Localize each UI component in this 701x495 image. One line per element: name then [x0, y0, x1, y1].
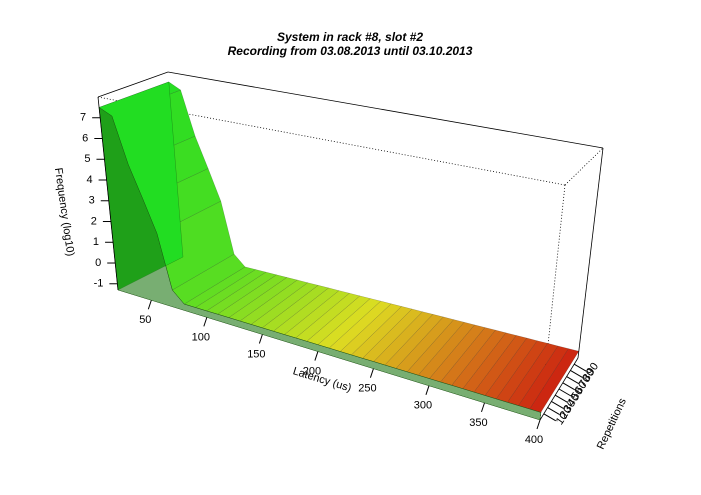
y-tick-label: 40: [565, 392, 582, 409]
y-tick-label: 30: [561, 398, 578, 415]
z-tick-label: 7: [80, 112, 86, 124]
x-tick: [536, 419, 541, 430]
x-tick-label: 50: [139, 314, 151, 326]
x-tick-label: 150: [247, 348, 265, 360]
y-tick: [554, 394, 568, 403]
x-tick: [147, 300, 152, 310]
box-edge: [577, 147, 604, 359]
box-edge: [97, 96, 566, 186]
x-tick-label: 350: [469, 417, 487, 429]
x-tick-label: 400: [525, 434, 543, 446]
x-tick: [425, 385, 430, 395]
z-tick-label: 0: [95, 257, 101, 269]
y-axis-label: Repetitions: [595, 396, 629, 451]
x-tick: [369, 368, 374, 378]
z-tick-label: 2: [91, 215, 97, 227]
z-tick-label: 1: [93, 236, 99, 248]
surface-front: [98, 106, 542, 421]
y-tick: [566, 376, 579, 385]
y-tick-label: 90: [584, 361, 601, 378]
y-tick: [573, 363, 587, 372]
x-tick: [258, 334, 263, 344]
y-tick: [551, 400, 564, 409]
y-tick: [547, 407, 560, 416]
x-tick: [314, 351, 319, 361]
x-axis-label: Latency (us): [291, 365, 352, 394]
y-tick-label: 10: [554, 410, 571, 427]
y-tick-label: 20: [558, 404, 575, 421]
z-tick-label: -1: [94, 278, 104, 290]
box-edge: [97, 96, 119, 291]
chart-title: System in rack #8, slot #2: [277, 30, 423, 44]
y-tick-label: 80: [580, 367, 597, 384]
y-tick: [570, 369, 583, 378]
z-tick-label: 4: [86, 174, 92, 186]
z-axis-label: Frequency (log10): [52, 167, 76, 257]
y-tick-label: 50: [569, 385, 586, 402]
x-tick-label: 300: [414, 400, 432, 412]
x-tick: [203, 317, 208, 327]
z-tick-label: 6: [82, 132, 88, 144]
x-tick-label: 200: [303, 365, 321, 377]
x-tick: [480, 402, 485, 413]
box-edge: [539, 184, 566, 421]
box-edge: [97, 71, 169, 98]
z-tick-label: 5: [84, 153, 90, 165]
chart-subtitle: Recording from 03.08.2013 until 03.10.20…: [228, 44, 473, 58]
box-edge: [564, 147, 604, 186]
x-tick-label: 100: [192, 331, 210, 343]
box-edge: [167, 71, 604, 149]
y-tick: [543, 413, 557, 422]
y-tick: [562, 382, 576, 391]
y-tick: [558, 388, 572, 397]
x-tick-label: 250: [358, 383, 376, 395]
z-tick-label: 3: [89, 195, 95, 207]
y-tick-label: 60: [573, 379, 590, 396]
y-tick-label: 70: [577, 373, 594, 390]
